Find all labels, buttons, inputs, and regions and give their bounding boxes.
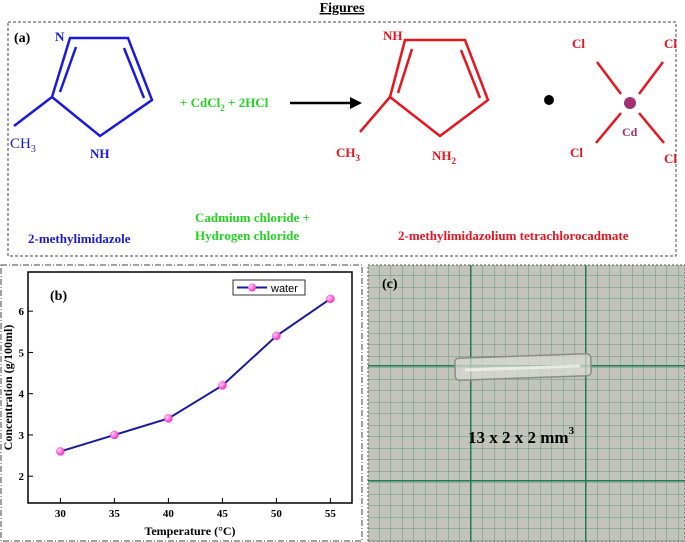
caption: Cadmium chloride + xyxy=(195,210,310,225)
crystal xyxy=(454,352,592,381)
crystal-size: 13 x 2 x 2 mm3 xyxy=(468,425,575,447)
y-tick-label: 3 xyxy=(19,430,25,442)
dot xyxy=(544,95,554,105)
y-axis-label: Concentration (g/100ml) xyxy=(1,325,15,451)
x-tick-label: 55 xyxy=(325,508,337,520)
caption: Hydrogen chloride xyxy=(195,228,299,243)
x-axis-label: Temperature (°C) xyxy=(144,524,235,538)
reagent: + CdCl2 + 2HCl xyxy=(180,95,269,113)
y-tick-label: 2 xyxy=(19,471,25,483)
atom-label: CH3 xyxy=(336,145,361,163)
photo xyxy=(367,264,685,542)
y-tick-label: 5 xyxy=(19,347,25,359)
atom-label: NH xyxy=(383,28,403,43)
product-ring xyxy=(359,38,490,138)
atom-label: Cl xyxy=(664,36,677,51)
figure-title: Figures xyxy=(320,1,365,16)
x-tick-label: 45 xyxy=(217,508,229,520)
y-tick-label: 4 xyxy=(19,389,25,401)
data-point xyxy=(164,414,173,423)
x-tick-label: 40 xyxy=(163,508,175,520)
atom-label: NH xyxy=(90,146,110,161)
caption: 2-methylimidazole xyxy=(28,231,131,246)
panel-b-frame xyxy=(0,264,363,542)
cd-bonds xyxy=(595,61,665,144)
atom-label: CH3 xyxy=(10,136,36,155)
series-line xyxy=(60,297,331,453)
atom-label: Cl xyxy=(572,36,585,51)
x-tick-label: 35 xyxy=(109,508,121,520)
arrow xyxy=(290,97,362,109)
plot-frame xyxy=(27,271,353,504)
reactant-ring xyxy=(13,36,154,138)
panel-label: (a) xyxy=(14,31,31,46)
data-point xyxy=(56,447,65,456)
atom-label: N xyxy=(55,29,65,44)
legend-marker xyxy=(248,283,256,292)
atom-label: Cd xyxy=(622,125,638,139)
atom-label: Cl xyxy=(570,145,583,160)
panel-label: (b) xyxy=(50,289,67,304)
panel-label: (c) xyxy=(382,277,398,292)
data-point xyxy=(110,430,119,440)
atom-label: NH2 xyxy=(432,148,457,166)
x-tick-label: 50 xyxy=(271,508,283,520)
y-tick-label: 6 xyxy=(19,306,25,318)
data-point xyxy=(272,331,281,341)
data-point xyxy=(326,294,335,304)
atom-label: Cl xyxy=(664,151,677,166)
x-tick-label: 30 xyxy=(55,508,67,520)
panel-a-frame xyxy=(7,21,677,257)
legend-label: water xyxy=(270,283,298,295)
cd-atom xyxy=(624,97,636,109)
caption: 2-methylimidazolium tetrachlorocadmate xyxy=(398,228,629,243)
data-point xyxy=(218,381,227,390)
